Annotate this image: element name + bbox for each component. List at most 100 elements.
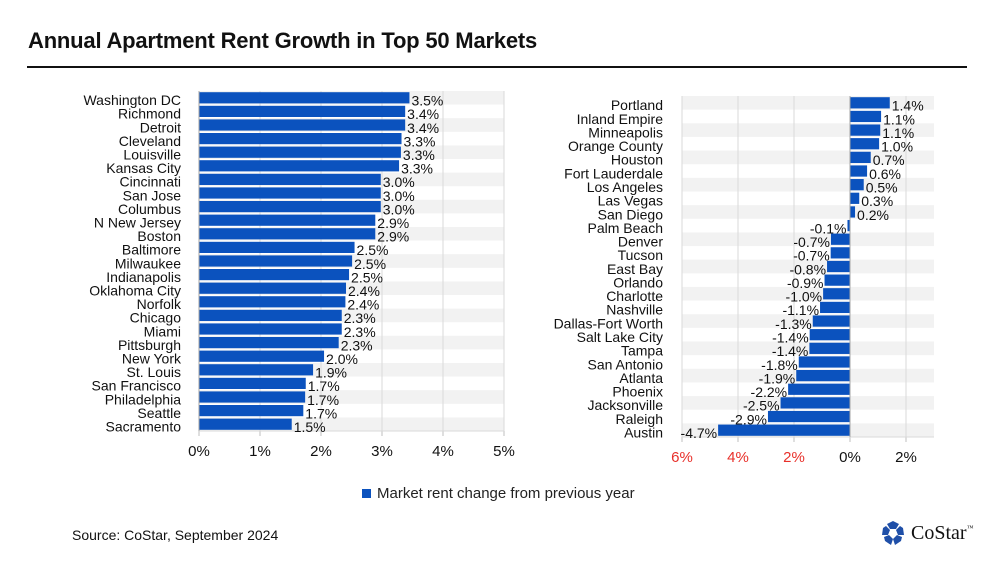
category-label: Dallas-Fort Worth <box>554 315 663 331</box>
bar <box>199 119 406 131</box>
data-label: -1.4% <box>772 330 809 346</box>
data-label: -1.3% <box>775 316 812 332</box>
category-label: Orange County <box>568 138 663 154</box>
costar-logo: CoStar™ <box>880 520 973 546</box>
bar <box>199 296 346 308</box>
category-label: Charlotte <box>606 288 663 304</box>
category-label: Detroit <box>140 119 181 135</box>
category-label: Phoenix <box>612 384 663 400</box>
data-label: 3.0% <box>383 174 415 190</box>
category-label: Sacramento <box>106 419 182 435</box>
category-label: Tampa <box>621 343 663 359</box>
data-label: 2.5% <box>357 242 389 258</box>
bar <box>199 241 355 253</box>
data-label: 0.2% <box>857 207 889 223</box>
data-label: 1.0% <box>881 139 913 155</box>
bar <box>796 370 850 382</box>
data-label: -1.1% <box>782 302 819 318</box>
category-label: Washington DC <box>83 92 181 108</box>
row-band <box>682 177 934 192</box>
bar <box>199 255 353 267</box>
category-label: Salt Lake City <box>577 329 663 345</box>
category-label: Louisville <box>123 147 181 163</box>
data-label: 2.5% <box>354 256 386 272</box>
data-label: 3.3% <box>403 147 435 163</box>
category-label: San Antonio <box>587 356 663 372</box>
category-label: Pittsburgh <box>118 337 181 353</box>
costar-star-icon <box>882 521 904 545</box>
data-label: 2.3% <box>341 337 373 353</box>
bar <box>199 323 342 335</box>
category-label: Cincinnati <box>120 174 181 190</box>
logo-text: CoStar™ <box>911 522 973 545</box>
bar <box>824 274 850 286</box>
category-label: San Jose <box>123 187 182 203</box>
x-tick-label: 5% <box>493 443 515 460</box>
x-tick-label: 2% <box>310 443 332 460</box>
logo-trademark: ™ <box>966 523 974 532</box>
category-label: Indianapolis <box>106 269 181 285</box>
category-label: Richmond <box>118 106 181 122</box>
bar <box>830 247 850 259</box>
category-label: Baltimore <box>122 242 181 258</box>
category-label: Oklahoma City <box>89 283 181 299</box>
data-label: -1.8% <box>761 357 798 373</box>
data-label: -0.7% <box>793 248 830 264</box>
x-tick-label: 0% <box>188 443 210 460</box>
data-label: 0.3% <box>861 193 893 209</box>
data-label: 2.5% <box>351 269 383 285</box>
data-label: -0.1% <box>810 220 847 236</box>
legend: Market rent change from previous year <box>362 485 635 502</box>
data-label: -0.8% <box>789 261 826 277</box>
bar <box>823 288 850 300</box>
category-label: Denver <box>618 234 663 250</box>
category-label: Tucson <box>618 247 663 263</box>
data-label: 2.9% <box>377 215 409 231</box>
bar <box>199 173 381 185</box>
category-label: Atlanta <box>619 370 663 386</box>
bar <box>812 315 850 327</box>
x-tick-label: 1% <box>249 443 271 460</box>
data-label: 3.0% <box>383 188 415 204</box>
data-label: 1.5% <box>294 419 326 435</box>
category-label: Raleigh <box>616 411 663 427</box>
category-label: Seattle <box>137 405 181 421</box>
x-tick-label: 0% <box>839 449 861 466</box>
right-bar-chart: 6% 4% 2% 0% 2% 1.4% Portland 1.1% Inland Empire 1… <box>554 96 934 466</box>
title-divider <box>27 66 967 68</box>
data-label: -0.7% <box>793 234 830 250</box>
category-label: Philadelphia <box>105 391 181 407</box>
bar <box>850 192 860 204</box>
category-label: St. Louis <box>127 364 181 380</box>
category-label: Milwaukee <box>115 255 181 271</box>
category-label: East Bay <box>607 261 663 277</box>
category-label: Columbus <box>118 201 181 217</box>
bar <box>199 146 401 158</box>
bar <box>827 260 850 273</box>
data-label: -1.9% <box>759 370 796 386</box>
bar <box>809 342 850 354</box>
category-label: Boston <box>137 228 181 244</box>
bar <box>798 356 850 368</box>
data-label: 2.3% <box>344 324 376 340</box>
bar <box>850 97 890 109</box>
chart-title: Annual Apartment Rent Growth in Top 50 M… <box>28 28 538 53</box>
bar <box>850 110 882 123</box>
bar <box>780 397 850 409</box>
category-label: Austin <box>624 425 663 441</box>
bar <box>718 424 850 436</box>
logo-wordmark: CoStar <box>911 521 967 544</box>
category-label: Kansas City <box>106 160 181 176</box>
row-band <box>682 314 934 328</box>
bar <box>199 418 292 430</box>
bar <box>199 228 376 240</box>
source-note: Source: CoStar, September 2024 <box>72 527 279 543</box>
row-band <box>682 232 934 247</box>
category-label: Norfolk <box>137 296 182 312</box>
data-label: 2.4% <box>348 283 380 299</box>
category-label: Las Vegas <box>598 193 663 209</box>
data-label: 2.9% <box>377 229 409 245</box>
bar <box>850 165 868 177</box>
category-label: Miami <box>144 323 181 339</box>
